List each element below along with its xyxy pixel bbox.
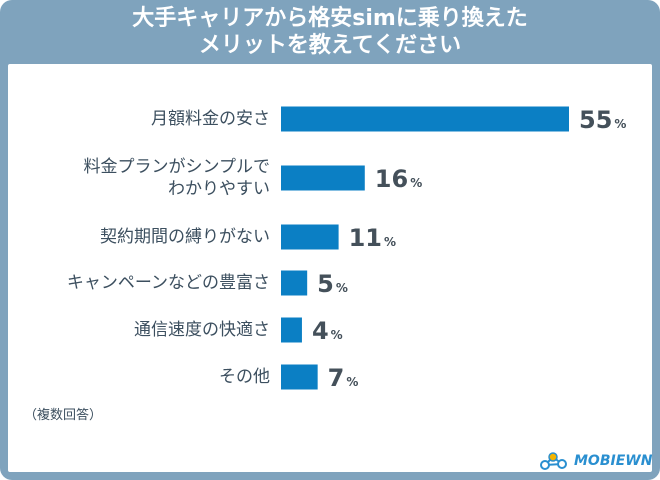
mobiewn-logo: MOBIEWN	[540, 450, 652, 472]
molecule-icon	[540, 452, 567, 470]
value-label-1: 16%	[375, 165, 422, 193]
bar-2	[281, 224, 339, 250]
category-label-2: 契約期間の縛りがない	[100, 227, 270, 247]
bar-4	[281, 317, 302, 343]
value-label-3: 5%	[317, 270, 348, 298]
category-label-4: 通信速度の快適さ	[134, 320, 270, 340]
category-label-3: キャンペーンなどの豊富さ	[67, 273, 270, 293]
chart-panel	[8, 64, 652, 472]
bar-0	[281, 106, 569, 132]
value-label-4: 4%	[312, 317, 343, 345]
category-label-0: 月額料金の安さ	[151, 109, 270, 129]
chart-title: 大手キャリアから格安simに乗り換えた メリットを教えてください	[0, 0, 660, 64]
category-label-1-1: わかりやすい	[168, 179, 270, 199]
chart-title-line-1: 大手キャリアから格安simに乗り換えた	[132, 6, 528, 31]
category-label-1-0: 料金プランがシンプルで	[84, 157, 271, 177]
category-label-5: その他	[219, 367, 270, 387]
value-label-2: 11%	[349, 224, 396, 252]
logo-text: MOBIEWN	[574, 453, 653, 469]
multiple-answer-note: （複数回答）	[24, 408, 103, 423]
bar-3	[281, 270, 308, 296]
bar-5	[281, 364, 318, 390]
chart-title-line-2: メリットを教えてください	[198, 33, 462, 58]
bar-1	[281, 165, 365, 191]
value-label-5: 7%	[328, 364, 359, 392]
value-label-0: 55%	[579, 106, 626, 134]
